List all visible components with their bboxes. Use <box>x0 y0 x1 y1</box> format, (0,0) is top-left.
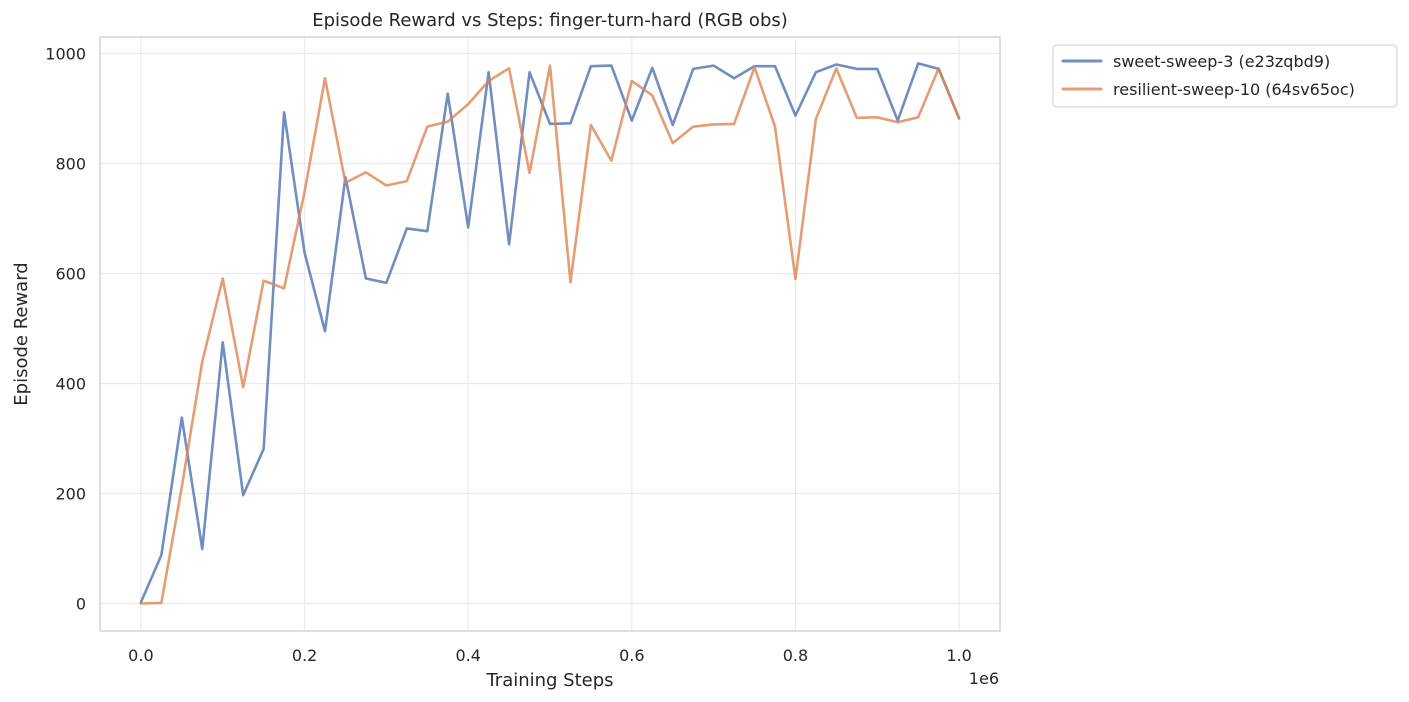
y-tick-label: 600 <box>55 265 86 284</box>
x-tick-label: 1.0 <box>946 646 971 665</box>
chart-title: Episode Reward vs Steps: finger-turn-har… <box>312 10 788 31</box>
legend-box <box>1052 44 1398 108</box>
y-tick-label: 0 <box>76 595 86 614</box>
plot-lines <box>139 62 961 605</box>
x-tick-label: 0.0 <box>128 646 153 665</box>
x-tick-label: 0.8 <box>783 646 808 665</box>
x-tick-label: 0.6 <box>619 646 644 665</box>
x-tick-label: 0.4 <box>455 646 480 665</box>
y-tick-label: 200 <box>55 485 86 504</box>
grid <box>100 37 1000 631</box>
legend: sweet-sweep-3 (e23zqbd9) resilient-sweep… <box>1052 44 1398 108</box>
y-axis-title: Episode Reward <box>11 262 32 405</box>
y-tick-label: 1000 <box>45 45 86 64</box>
series-line-resilient-sweep-10 <box>139 64 961 605</box>
x-tick-label: 0.2 <box>292 646 317 665</box>
plot-frame <box>99 36 1001 632</box>
series-line-sweet-sweep-3 <box>139 62 961 604</box>
legend-label-sweet-sweep-3: sweet-sweep-3 (e23zqbd9) <box>1113 52 1330 71</box>
legend-label-resilient-sweep-10: resilient-sweep-10 (64sv65oc) <box>1113 80 1355 99</box>
x-axis-title: Training Steps <box>485 670 613 691</box>
y-axis: 0 200 400 600 800 1000 <box>45 45 86 614</box>
y-tick-label: 400 <box>55 375 86 394</box>
y-tick-label: 800 <box>55 155 86 174</box>
x-axis: 0.0 0.2 0.4 0.6 0.8 1.0 <box>128 646 972 665</box>
x-offset-label: 1e6 <box>969 669 999 688</box>
